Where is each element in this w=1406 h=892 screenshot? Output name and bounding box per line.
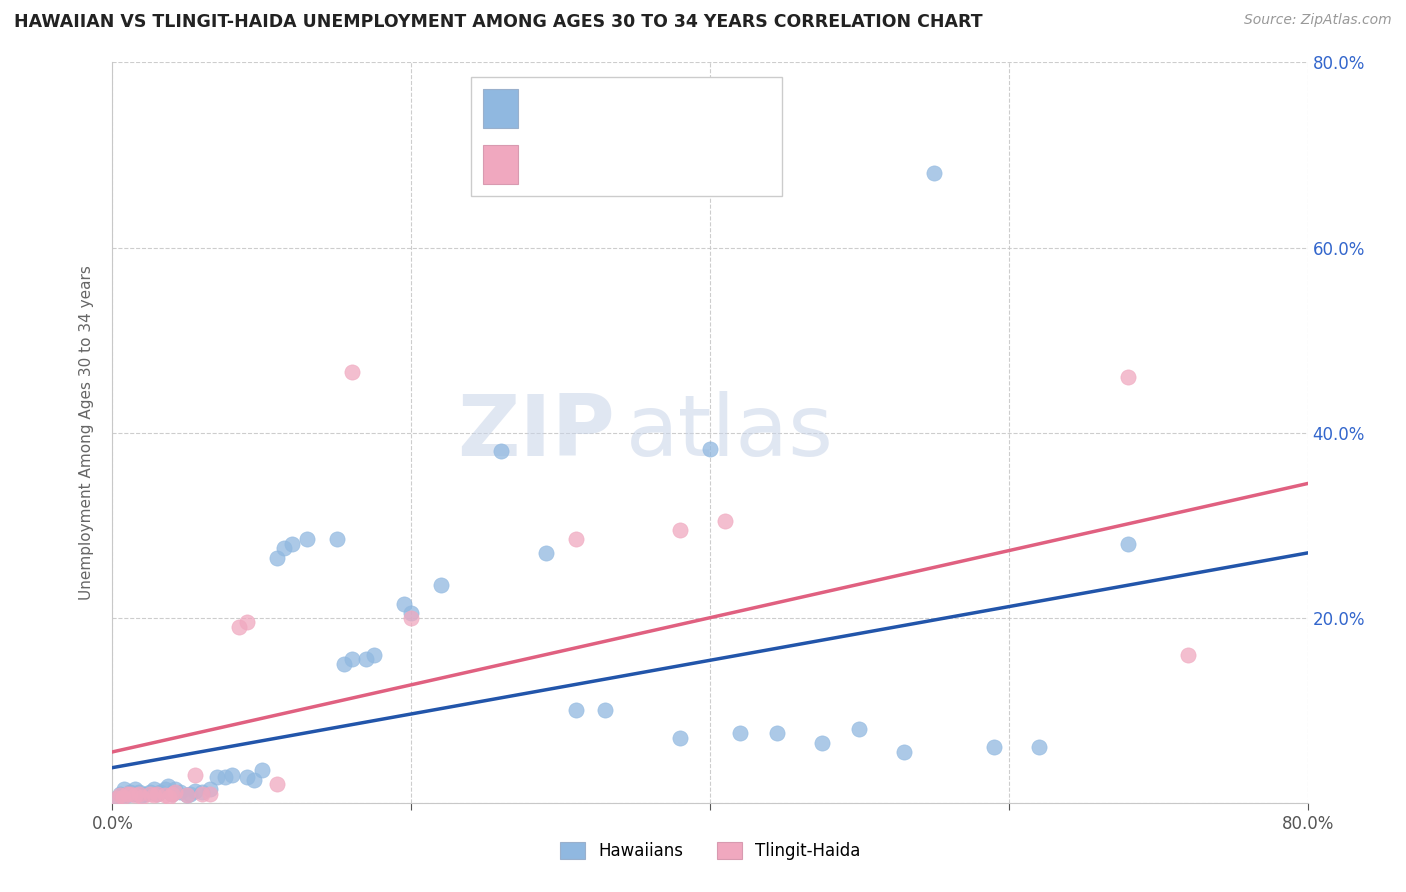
- Point: [221, 768, 243, 782]
- Point: [893, 745, 915, 759]
- Point: [243, 772, 266, 787]
- Point: [105, 791, 128, 805]
- Point: [125, 787, 148, 801]
- Y-axis label: Unemployment Among Ages 30 to 34 years: Unemployment Among Ages 30 to 34 years: [79, 265, 94, 600]
- Point: [120, 787, 142, 801]
- Point: [564, 532, 586, 546]
- Text: atlas: atlas: [627, 391, 834, 475]
- Point: [295, 532, 318, 546]
- Point: [811, 736, 834, 750]
- Point: [333, 657, 356, 671]
- Point: [108, 789, 131, 803]
- Point: [105, 791, 128, 805]
- Point: [169, 785, 191, 799]
- Point: [139, 787, 162, 801]
- Point: [564, 703, 586, 717]
- Point: [363, 648, 385, 662]
- Point: [401, 606, 423, 620]
- Point: [183, 768, 205, 782]
- Point: [179, 787, 201, 801]
- Point: [848, 722, 870, 736]
- Point: [131, 790, 153, 805]
- Point: [176, 789, 198, 803]
- Point: [281, 536, 304, 550]
- Point: [114, 781, 135, 796]
- Point: [153, 781, 176, 796]
- Point: [131, 789, 153, 803]
- Point: [128, 787, 150, 801]
- Point: [669, 523, 692, 537]
- Point: [669, 731, 692, 745]
- Point: [1118, 370, 1140, 384]
- Point: [146, 787, 169, 801]
- Point: [392, 597, 415, 611]
- Point: [143, 789, 166, 803]
- Point: [1118, 536, 1140, 550]
- Point: [236, 615, 259, 630]
- Point: [108, 787, 131, 801]
- Text: HAWAIIAN VS TLINGIT-HAIDA UNEMPLOYMENT AMONG AGES 30 TO 34 YEARS CORRELATION CHA: HAWAIIAN VS TLINGIT-HAIDA UNEMPLOYMENT A…: [14, 13, 983, 31]
- Point: [124, 781, 146, 796]
- Point: [139, 785, 162, 799]
- Point: [153, 789, 176, 803]
- Point: [325, 532, 347, 546]
- Point: [117, 789, 139, 803]
- Point: [162, 787, 183, 801]
- Point: [149, 785, 172, 799]
- Point: [340, 366, 363, 380]
- Point: [143, 781, 166, 796]
- Point: [111, 789, 134, 803]
- Point: [214, 770, 236, 784]
- Point: [534, 546, 557, 560]
- Point: [273, 541, 295, 556]
- Point: [236, 770, 259, 784]
- Point: [134, 787, 156, 801]
- Point: [205, 770, 228, 784]
- Point: [121, 787, 143, 801]
- Legend: Hawaiians, Tlingit-Haida: Hawaiians, Tlingit-Haida: [551, 834, 869, 869]
- Point: [266, 777, 288, 791]
- Text: Source: ZipAtlas.com: Source: ZipAtlas.com: [1244, 13, 1392, 28]
- Point: [128, 785, 150, 799]
- Point: [356, 652, 378, 666]
- Point: [146, 787, 169, 801]
- Point: [176, 789, 198, 803]
- Point: [165, 781, 187, 796]
- Text: ZIP: ZIP: [457, 391, 614, 475]
- Point: [228, 620, 250, 634]
- Point: [1028, 740, 1050, 755]
- Point: [250, 764, 273, 778]
- Point: [157, 790, 180, 805]
- Point: [198, 787, 221, 801]
- Point: [183, 784, 205, 798]
- Point: [266, 550, 288, 565]
- Point: [340, 652, 363, 666]
- Point: [401, 610, 423, 624]
- Point: [728, 726, 751, 740]
- Point: [191, 785, 214, 799]
- Point: [766, 726, 789, 740]
- Point: [430, 578, 453, 592]
- Point: [156, 779, 179, 793]
- Point: [595, 703, 617, 717]
- Point: [162, 787, 183, 801]
- Point: [165, 785, 187, 799]
- Point: [120, 785, 142, 799]
- Point: [198, 781, 221, 796]
- Point: [1177, 648, 1199, 662]
- Point: [489, 444, 512, 458]
- Point: [191, 787, 214, 801]
- Point: [922, 166, 945, 180]
- Point: [117, 787, 139, 801]
- Point: [699, 442, 721, 457]
- Point: [714, 514, 737, 528]
- Point: [124, 789, 146, 803]
- Point: [111, 790, 134, 805]
- Point: [983, 740, 1005, 755]
